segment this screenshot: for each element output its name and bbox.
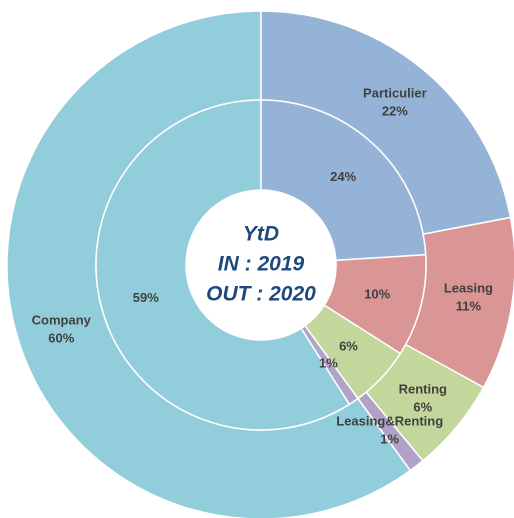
donut-segment — [323, 253, 427, 355]
value-label: 22% — [382, 104, 408, 119]
category-label: Renting — [399, 381, 447, 396]
value-label: 1% — [380, 431, 399, 446]
value-label: 60% — [48, 330, 74, 345]
category-label: Leasing&Renting — [336, 413, 443, 428]
value-label: 59% — [133, 290, 159, 305]
value-label: 11% — [456, 298, 482, 313]
donut-segment — [304, 304, 402, 400]
value-label: 10% — [364, 286, 390, 301]
category-label: Company — [32, 312, 92, 327]
donut-segment — [95, 99, 351, 431]
value-label: 24% — [330, 169, 356, 184]
value-label: 6% — [339, 339, 358, 354]
donut-segment — [260, 99, 427, 262]
outer-series-name: OUT : 2020 — [206, 283, 316, 306]
category-label: Leasing — [444, 280, 493, 295]
value-label: 6% — [413, 399, 432, 414]
value-label: 1% — [319, 356, 338, 371]
category-label: Particulier — [363, 86, 427, 101]
inner-series-name: IN : 2019 — [218, 253, 305, 276]
chart-title: YtD — [243, 223, 279, 246]
